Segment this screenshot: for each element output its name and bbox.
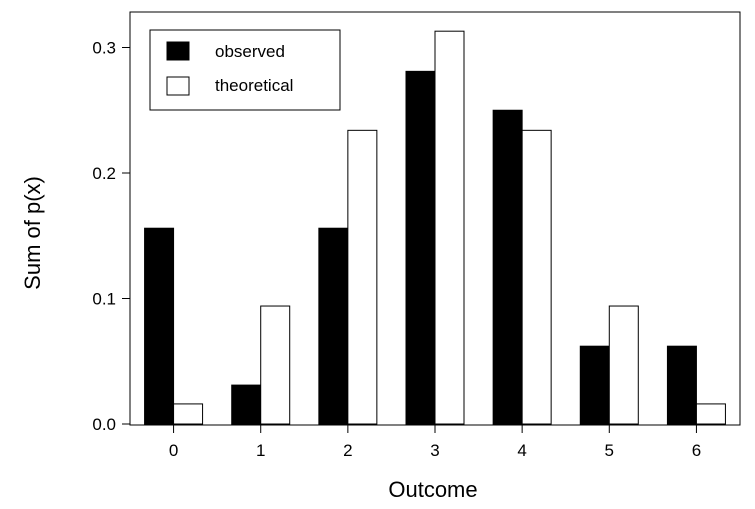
legend-swatch-theoretical (166, 76, 190, 96)
bar-theoretical-4 (521, 129, 552, 425)
bar-observed-1 (231, 384, 262, 425)
legend-box (149, 29, 341, 111)
y-tick-label: 0.3 (92, 39, 116, 58)
x-tick-label: 3 (430, 441, 439, 460)
bar-theoretical-3 (434, 30, 465, 425)
legend-swatch-observed (166, 41, 190, 61)
bars (144, 30, 726, 425)
bar-observed-3 (405, 70, 436, 425)
bar-theoretical-6 (695, 403, 726, 425)
y-axis: 0.0 0.1 0.2 0.3 (92, 39, 130, 434)
y-tick-label: 0.1 (92, 290, 116, 309)
legend: observed theoretical (149, 29, 341, 111)
x-axis: 0 1 2 3 4 5 6 (169, 425, 701, 460)
legend-label-observed: observed (215, 42, 285, 61)
x-axis-title: Outcome (388, 477, 477, 502)
bar-observed-0 (144, 227, 175, 425)
bar-theoretical-5 (608, 305, 639, 425)
bar-observed-5 (579, 345, 610, 425)
bar-theoretical-1 (260, 305, 291, 425)
y-tick-label: 0.2 (92, 164, 116, 183)
bar-theoretical-2 (347, 129, 378, 425)
x-tick-label: 2 (343, 441, 352, 460)
x-tick-label: 1 (256, 441, 265, 460)
x-tick-label: 6 (692, 441, 701, 460)
y-axis-title: Sum of p(x) (20, 176, 45, 290)
bar-observed-6 (666, 345, 697, 425)
x-tick-label: 4 (517, 441, 526, 460)
legend-label-theoretical: theoretical (215, 76, 293, 95)
y-tick-label: 0.0 (92, 415, 116, 434)
bar-observed-4 (492, 109, 523, 425)
bar-theoretical-0 (173, 403, 204, 425)
x-tick-label: 5 (605, 441, 614, 460)
x-tick-label: 0 (169, 441, 178, 460)
bar-observed-2 (318, 227, 349, 425)
